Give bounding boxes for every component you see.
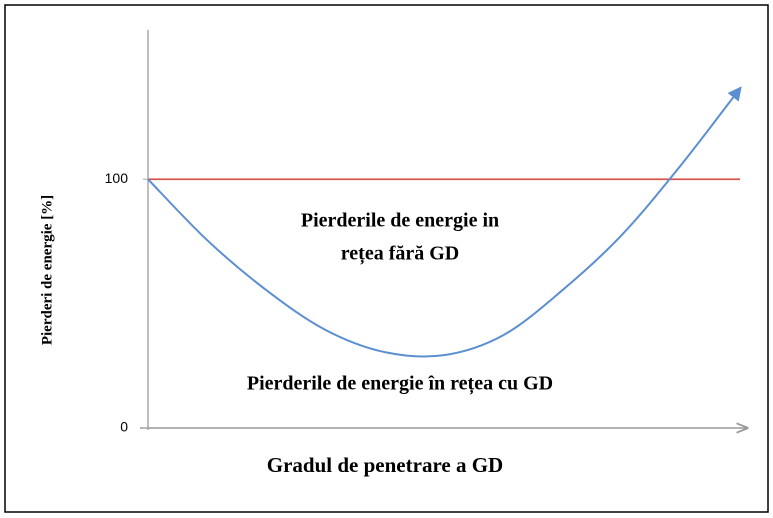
- annotation: Pierderile de energie in: [301, 210, 499, 232]
- y-tick-label: 100: [105, 170, 129, 186]
- y-tick-label: 0: [120, 419, 128, 435]
- loss-curve: [147, 86, 742, 358]
- annotation: Pierderile de energie în rețea cu GD: [247, 373, 553, 396]
- annotation: rețea fără GD: [341, 243, 459, 266]
- frame: [4, 4, 769, 513]
- y-axis-label: Pierderi de energie [%]: [39, 195, 55, 345]
- x-axis-label: Gradul de penetrare a GD: [267, 453, 503, 477]
